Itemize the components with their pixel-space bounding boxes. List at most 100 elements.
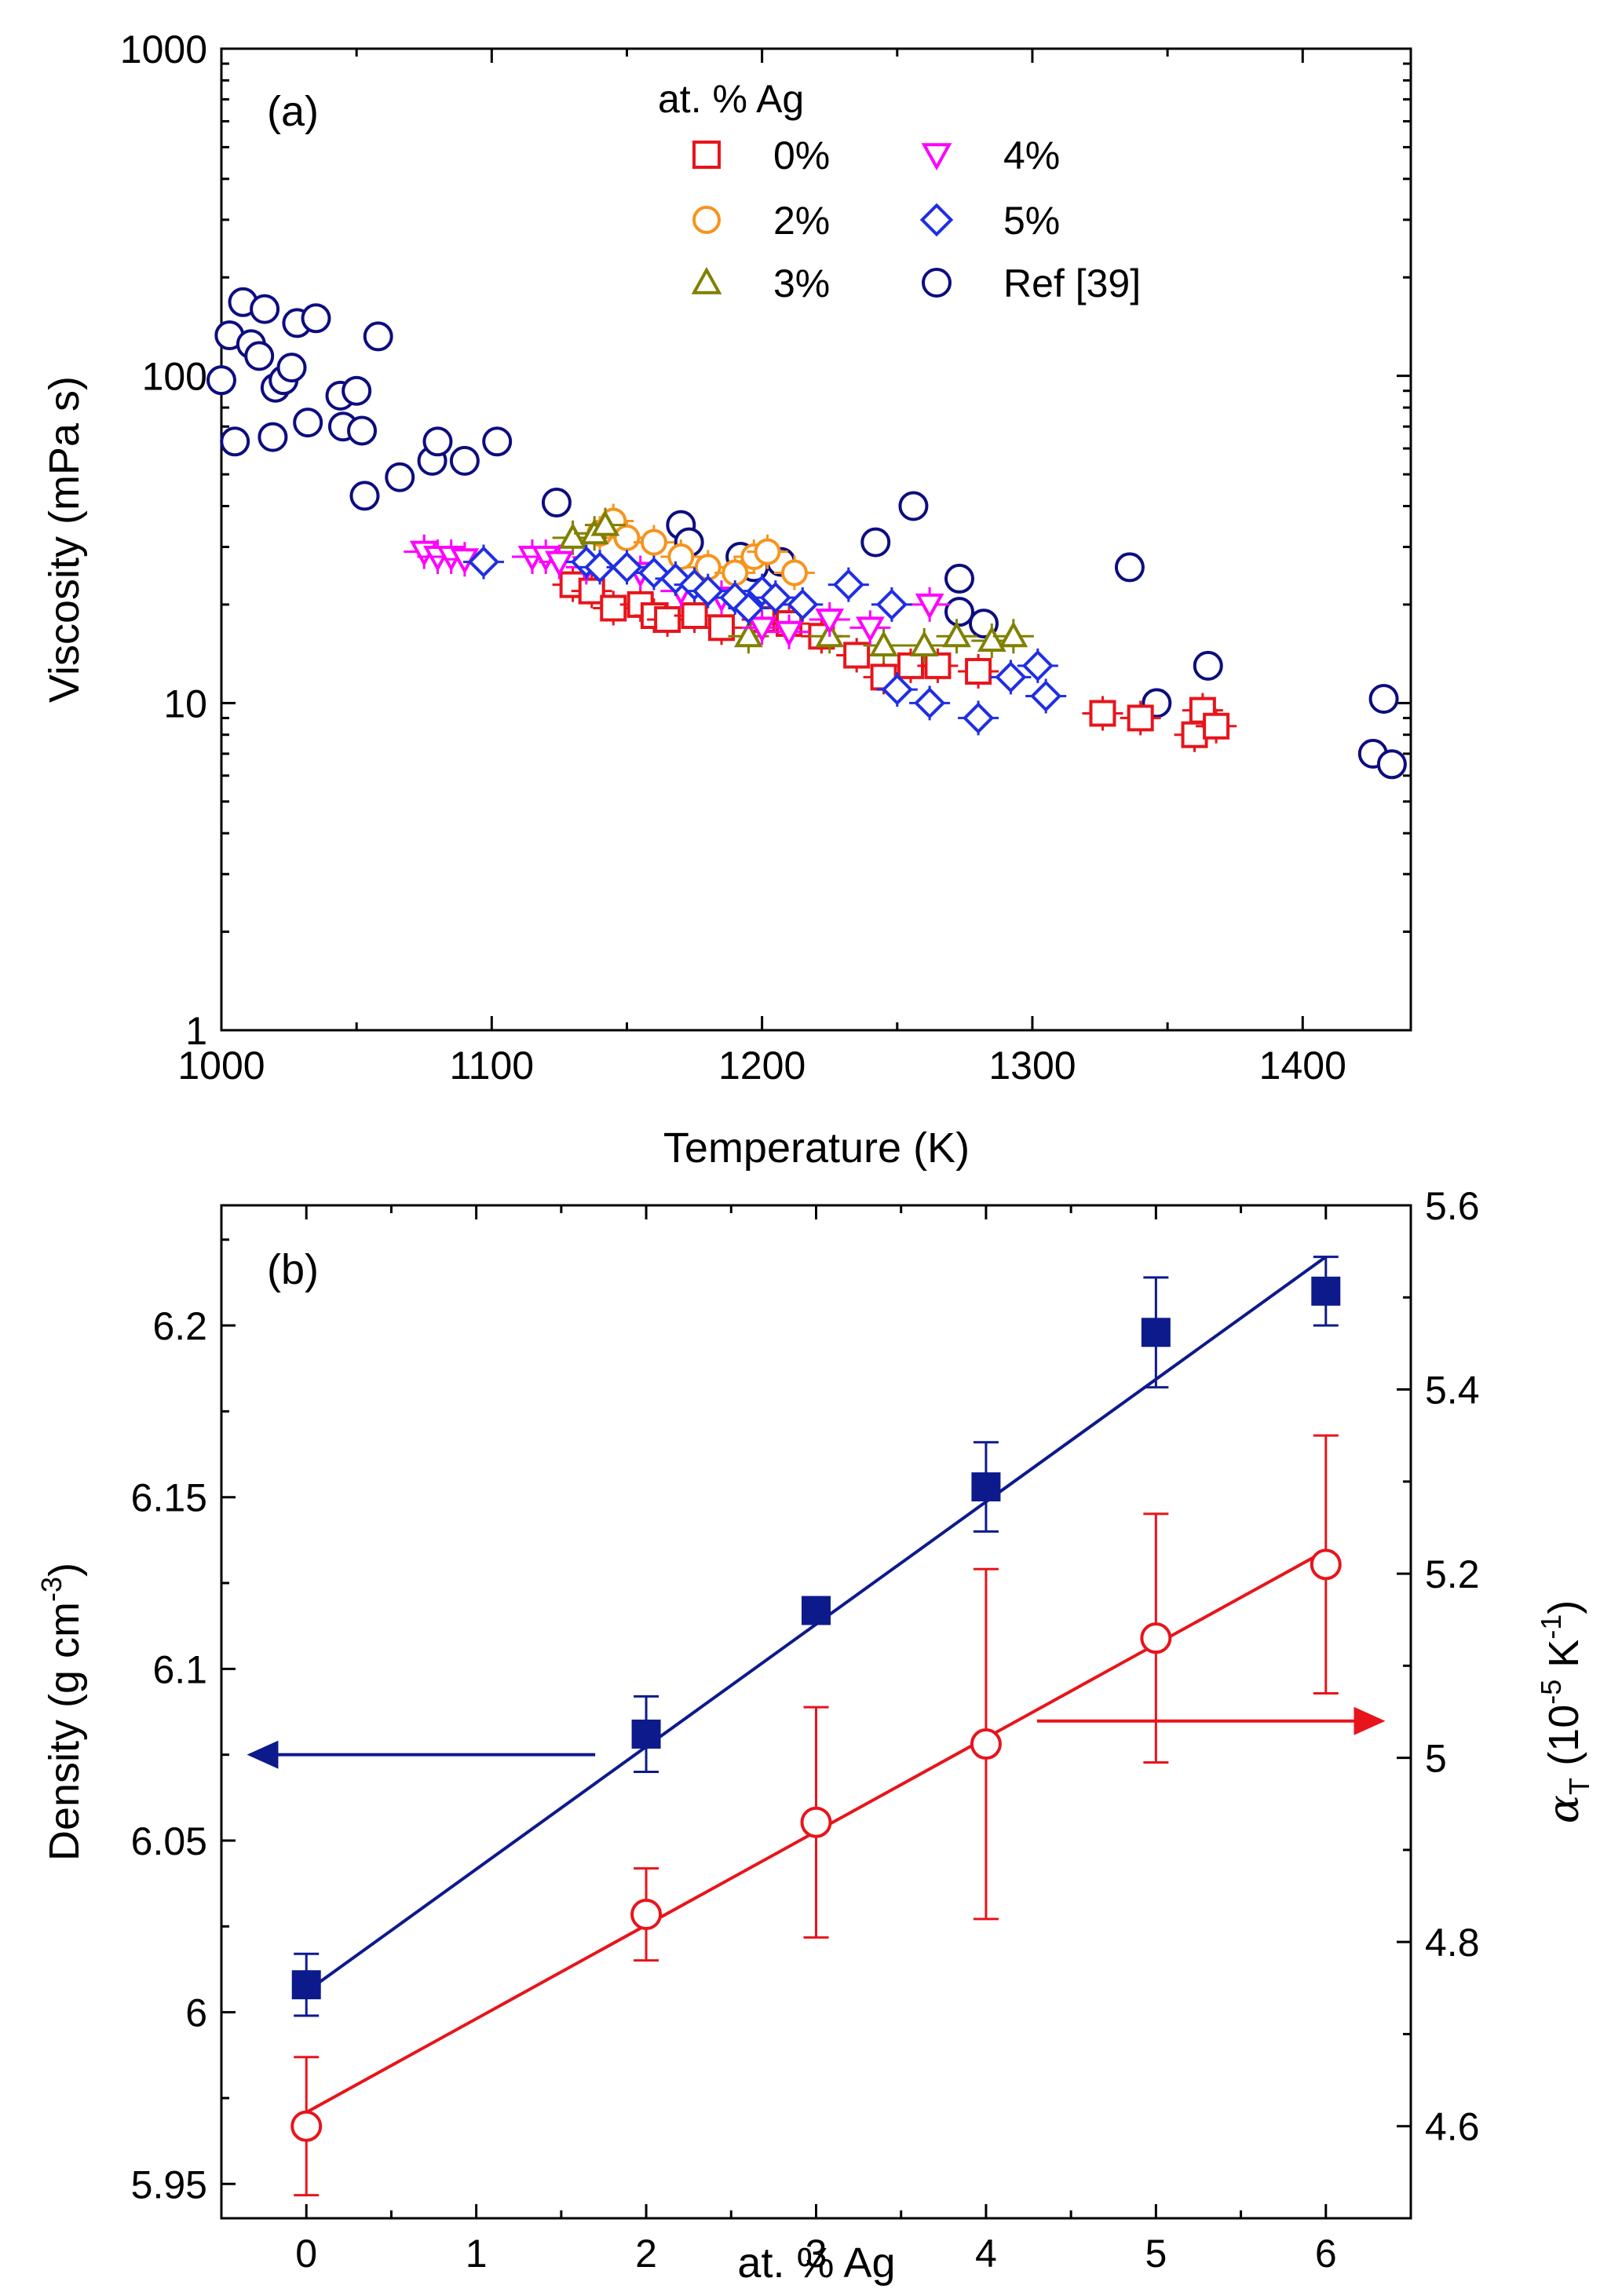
data-point	[1089, 700, 1116, 727]
data-point	[965, 657, 992, 685]
y-tick-label-right: 5.4	[1425, 1369, 1480, 1413]
data-point	[963, 702, 995, 734]
data-point	[734, 621, 763, 648]
data-point	[482, 426, 513, 457]
left-arrow-head	[247, 1740, 279, 1769]
y-tick-label-right: 5.2	[1425, 1552, 1480, 1596]
data-point	[600, 594, 627, 622]
data-point	[915, 593, 944, 620]
data-point	[977, 625, 1006, 653]
ylabel-right-sub: T	[1563, 1778, 1595, 1795]
y-axis-label-a: Viscosity (mPa s)	[41, 376, 88, 703]
data-point	[449, 445, 480, 476]
ylabel-left-base: Density (g cm	[41, 1602, 88, 1861]
data-point	[349, 481, 380, 511]
data-point	[944, 563, 974, 594]
legend-label-4: 5%	[1003, 199, 1060, 243]
legend-marker	[921, 143, 952, 171]
plot-frame-a	[220, 47, 1412, 1032]
data-point	[1140, 1622, 1172, 1654]
data-point	[1310, 1548, 1342, 1581]
series-density	[291, 1256, 1341, 2017]
data-point	[924, 652, 952, 679]
y-tick-label-left: 5.95	[131, 2163, 207, 2206]
data-point	[914, 687, 946, 719]
x-tick-label: 3	[806, 2232, 827, 2276]
data-point	[832, 569, 864, 601]
data-group-b	[247, 1255, 1386, 2197]
data-point	[802, 1596, 831, 1625]
y-tick-label-right: 5	[1425, 1737, 1447, 1781]
data-point	[944, 597, 974, 627]
x-tick-label: 1200	[718, 1044, 806, 1088]
legend-marker	[692, 141, 721, 169]
data-point	[707, 614, 735, 642]
data-point	[881, 674, 913, 706]
data-point	[780, 559, 808, 587]
legend-markers	[691, 141, 954, 298]
y-tick-label-right: 4.6	[1425, 2105, 1480, 2149]
y-tick-label-right: 5.6	[1425, 1184, 1480, 1228]
data-point	[1030, 680, 1062, 712]
data-point	[1203, 712, 1230, 740]
data-point	[611, 551, 643, 583]
y-tick-label-left: 6.05	[131, 1819, 207, 1863]
legend-marker	[922, 268, 952, 298]
data-point	[206, 365, 236, 396]
data-point	[640, 528, 667, 556]
tick-group-a: 1000 1100 1200 1300 1400 1 10 100 1000	[120, 27, 1411, 1088]
legend-marker	[692, 206, 721, 234]
data-point	[898, 491, 929, 521]
x-tick-label: 6	[1315, 2232, 1337, 2276]
series-0-	[552, 567, 1237, 752]
right-arrow-head	[1353, 1706, 1386, 1735]
data-point	[301, 303, 331, 334]
legend-title: at. % Ag	[658, 77, 804, 121]
x-tick-label: 4	[975, 2232, 997, 2276]
data-point	[1368, 683, 1399, 714]
data-point	[855, 616, 885, 643]
series-3-	[552, 507, 1034, 663]
data-point	[220, 426, 250, 457]
data-point	[422, 426, 453, 457]
ylabel-right-sym: α	[1539, 1795, 1588, 1823]
data-point	[869, 630, 898, 656]
data-point	[1114, 552, 1145, 583]
data-point	[293, 408, 323, 438]
data-point	[590, 510, 620, 536]
data-point	[544, 550, 574, 577]
data-point	[244, 341, 275, 371]
ylabel-right-sup1: -5	[1535, 1680, 1567, 1705]
x-tick-label: 2	[635, 2232, 657, 2276]
y-tick-label: 1000	[120, 27, 207, 71]
legend-label-1: 2%	[773, 199, 830, 243]
legend-a: at. % Ag 0% 2% 3% 4% 5% Ref [39]	[658, 77, 1141, 305]
data-point	[363, 321, 393, 352]
legend-marker	[919, 203, 954, 237]
data-point	[815, 608, 845, 635]
y-tick-label: 1	[185, 1009, 207, 1053]
x-tick-label: 1000	[177, 1044, 265, 1088]
data-point	[995, 661, 1027, 693]
legend-label-3: 4%	[1003, 133, 1060, 177]
data-point	[909, 630, 939, 656]
panel-label-a: (a)	[267, 88, 319, 135]
data-point	[1193, 650, 1223, 681]
legend-label-0: 0%	[773, 133, 830, 177]
data-point	[942, 621, 971, 648]
data-point	[258, 422, 288, 452]
data-point	[467, 546, 500, 578]
data-point	[999, 621, 1028, 648]
y-tick-label: 100	[142, 355, 207, 399]
data-point	[971, 1472, 1001, 1502]
x-axis-label-b: at. % Ag	[737, 2239, 895, 2287]
ylabel-right-open: (10	[1540, 1705, 1587, 1778]
x-tick-label: 0	[295, 2232, 317, 2276]
data-point	[1021, 649, 1054, 682]
data-point	[654, 605, 681, 633]
data-point	[667, 543, 695, 571]
legend-label-5: Ref [39]	[1003, 261, 1141, 305]
data-point	[1311, 1276, 1341, 1306]
data-point	[631, 1719, 661, 1749]
